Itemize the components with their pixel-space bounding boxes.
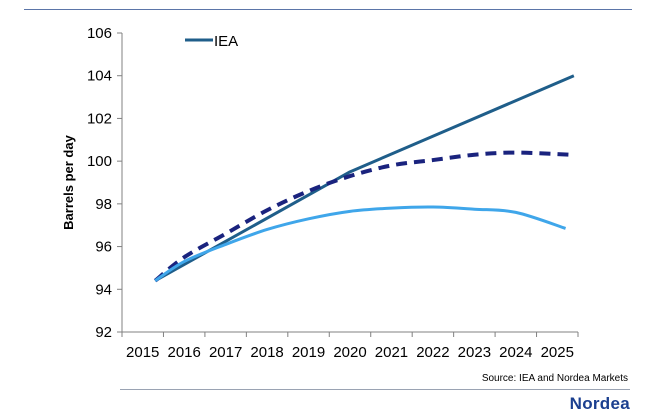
y-tick-label: 98 (95, 196, 112, 213)
y-tick-label: 102 (87, 110, 112, 127)
axes: 92 94 96 98 100 102 104 106 2015 2016 2017 2018 2019… (61, 25, 579, 361)
bottom-rule (120, 389, 630, 390)
series-line-light (154, 205, 567, 282)
y-tick-label: 94 (95, 281, 112, 298)
y-tick-label: 104 (87, 68, 112, 85)
brand-logo: Nordea (569, 394, 630, 413)
x-tick-label: 2021 (375, 344, 408, 361)
x-tick-label: 2019 (292, 344, 325, 361)
x-tick-label: 2022 (416, 344, 449, 361)
y-tick-label: 96 (95, 239, 112, 256)
x-tick-label: 2016 (167, 344, 200, 361)
x-tick-label: 2023 (458, 344, 491, 361)
x-tick-label: 2025 (541, 344, 574, 361)
source-note: Source: IEA and Nordea Markets (481, 373, 628, 384)
top-rule (24, 9, 632, 10)
x-tick-label: 2015 (126, 344, 159, 361)
x-tick-label: 2017 (209, 344, 242, 361)
series-layer (153, 74, 575, 283)
y-tick-label: 106 (87, 25, 112, 42)
legend: IEA (185, 33, 238, 50)
legend-label-iea: IEA (214, 33, 238, 50)
y-tick-label: 92 (95, 324, 112, 341)
x-tick-label: 2020 (333, 344, 366, 361)
x-tick-label: 2024 (499, 344, 532, 361)
series-line-iea (154, 74, 575, 283)
series-line-dashed (153, 150, 570, 283)
x-tick-label: 2018 (250, 344, 283, 361)
y-tick-label: 100 (87, 153, 112, 170)
y-axis-label: Barrels per day (61, 134, 76, 229)
